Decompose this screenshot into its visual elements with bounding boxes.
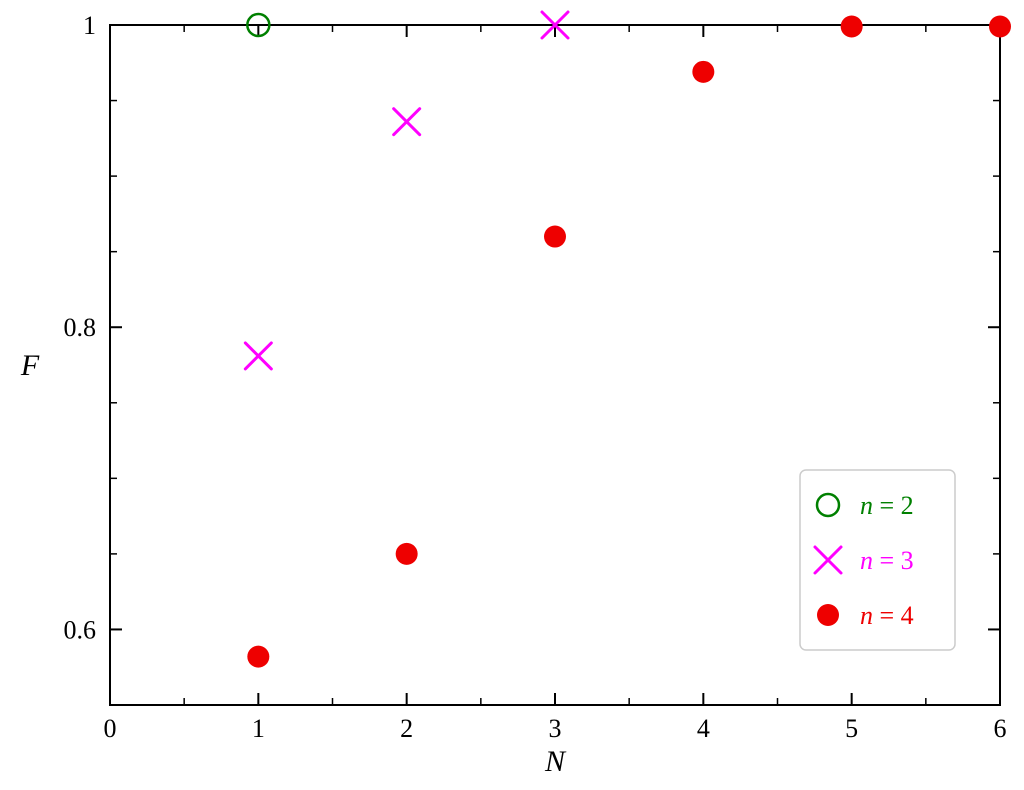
scatter-chart: 0 1 2 3 4 5 6 0.6 0.8 1 N Fn = 2 n = 3 n = 4: [0, 0, 1024, 790]
x-tick-label: 1: [252, 714, 265, 743]
y-tick-label: 0.6: [64, 615, 97, 644]
x-tick-label: 0: [104, 714, 117, 743]
marker-filled-circle: [396, 543, 418, 565]
marker-filled-circle: [692, 61, 714, 83]
legend-label: n = 4: [860, 601, 914, 630]
y-axis-label: F: [20, 349, 40, 382]
y-tick-label: 0.8: [64, 313, 97, 342]
x-tick-label: 2: [400, 714, 413, 743]
marker-filled-circle: [817, 604, 839, 626]
marker-filled-circle: [544, 226, 566, 248]
legend: n = 2 n = 3 n = 4: [800, 470, 955, 650]
x-tick-label: 6: [994, 714, 1007, 743]
x-tick-label: 5: [845, 714, 858, 743]
marker-filled-circle: [989, 16, 1011, 38]
legend-label: n = 2: [860, 491, 914, 520]
series-n-=-3: [245, 12, 568, 369]
x-tick-label: 3: [549, 714, 562, 743]
marker-filled-circle: [841, 16, 863, 38]
chart-container: 0 1 2 3 4 5 6 0.6 0.8 1 N Fn = 2 n = 3 n = 4: [0, 0, 1024, 790]
x-tick-label: 4: [697, 714, 710, 743]
legend-label: n = 3: [860, 546, 914, 575]
x-axis-label: N: [544, 745, 567, 778]
marker-filled-circle: [247, 646, 269, 668]
y-tick-label: 1: [83, 11, 96, 40]
